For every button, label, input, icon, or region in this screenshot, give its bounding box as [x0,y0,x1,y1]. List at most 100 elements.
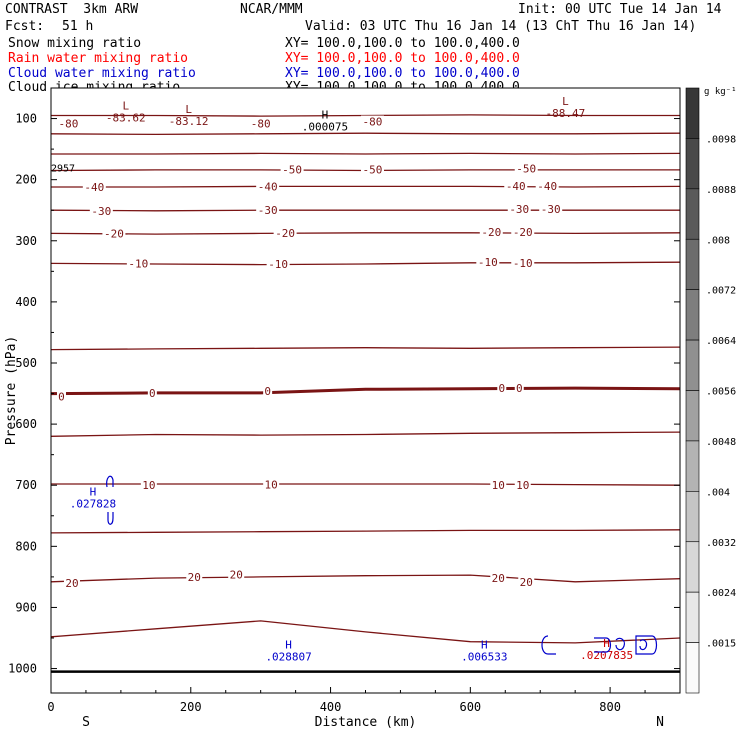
contour-label-bg [280,163,304,176]
y-tick-label: 800 [15,539,37,553]
contour-label: -30 [258,204,278,217]
init-time: Init: 00 UTC Tue 14 Jan 14 [518,2,722,17]
cloud-water-contour [639,639,648,651]
isotherm-contour [50,261,681,266]
extremum-mark: H [285,638,292,651]
field-name-cloud-water: Cloud water mixing ratio [8,66,196,81]
contour-label: 20 [492,572,505,585]
colorbar-tick-label: .008 [706,235,730,246]
contour-label: -80 [59,117,79,130]
isotherm-contour [50,431,681,437]
contour-label-bg [514,382,524,395]
y-tick-label: 100 [15,112,37,126]
y-tick-label: 1000 [8,662,37,676]
contour-label: -80 [363,116,383,129]
x-tick-label: 400 [320,700,342,714]
cloud-water-contour [635,635,658,655]
colorbar-box [685,87,700,139]
contour-label: 20 [65,577,78,590]
colorbar-box [685,188,700,240]
contour-label: -10 [268,258,288,271]
contour-label-bg [504,179,528,192]
contour-label: 10 [516,479,529,492]
contour-label-bg [518,575,535,588]
contour-label: 0 [264,385,271,398]
contour-label: -10 [513,257,533,270]
colorbar-tick-label: .0024 [706,588,736,599]
contour-label: -20 [513,226,533,239]
isotherm-contour [50,529,681,534]
contour-label-bg [266,258,290,270]
isotherm-contour [50,620,681,644]
contour-label-bg [490,572,507,585]
field-name-snow: Snow mixing ratio [8,36,142,51]
colorbar-box [685,491,700,543]
contour-label-bg [89,204,113,217]
x-axis-title: Distance (km) [315,715,417,730]
contour-label: 10 [142,479,155,492]
contour-label: -40 [537,180,557,193]
colorbar-box [685,238,700,290]
extremum-value: -88.47 [546,107,586,120]
contour-label: 0 [149,387,156,400]
colorbar-tick-label: .0064 [706,336,736,347]
contour-label: 20 [520,576,533,589]
y-tick-label: 200 [15,173,37,187]
colorbar-unit: g kg⁻¹ [704,87,737,97]
forecast-label: Fcst: [5,19,45,34]
extremum-value: .006533 [461,650,507,663]
x-end-label: N [656,715,664,730]
contour-label: -20 [481,226,501,239]
contour-label-bg [147,386,157,399]
extremum-value: -83.12 [169,115,209,128]
x-tick-label: 0 [47,700,54,714]
colorbar-tick-label: .0088 [706,185,736,196]
isotherm-contour [51,185,681,188]
contour-label: -30 [509,203,529,216]
contour-label: 0 [516,382,523,395]
valid-time: Valid: 03 UTC Thu 16 Jan 14 (13 ChT Thu … [305,19,697,34]
cloud-water-contour [107,512,114,525]
colorbar-box [685,642,700,694]
contour-label: -50 [282,163,302,176]
x-tick-label: 200 [180,700,202,714]
contour-label-bg [497,382,507,395]
contour-label: -30 [541,203,561,216]
contour-label-bg [535,179,559,192]
colorbar-tick-label: .0072 [706,286,736,297]
contour-label: -20 [275,227,295,240]
contour-label: -50 [516,163,536,176]
y-tick-label: 900 [15,600,37,614]
field-name-rain: Rain water mixing ratio [8,51,189,66]
extremum-mark: H [322,109,329,122]
contour-label: 20 [230,568,243,581]
colorbar-box [685,591,700,643]
contour-label: 0 [498,382,505,395]
contour-label-bg [360,115,384,128]
isotherm-contour [50,132,681,136]
contour-label-bg [126,257,150,270]
contour-label-bg [263,478,280,491]
colorbar-tick-label: .0015 [706,639,736,650]
contour-label: -40 [84,181,104,194]
contour-label-bg [539,203,563,215]
contour-label-bg [56,117,80,130]
colorbar-tick-label: .0048 [706,437,736,448]
extremum-mark: L [122,99,129,112]
contour-label-bg [511,226,535,239]
y-tick-label: 400 [15,295,37,309]
contour-label-bg [228,568,245,581]
extremum-value: .027828 [70,498,116,511]
colorbar-tick-label: .0098 [706,134,736,145]
forecast-hour: 51 h [62,19,94,34]
colorbar-box [685,289,700,341]
contour-label-bg [249,117,273,130]
y-tick-label: 600 [15,417,37,431]
contour-label-bg [256,204,280,217]
contour-label-bg [82,181,106,193]
contour-label: -10 [128,257,148,270]
contour-label: -10 [478,256,498,269]
field-xy-cloud-water: XY= 100.0,100.0 to 100.0,400.0 [285,66,520,81]
extremum-value: .028807 [265,650,311,663]
contour-label-bg [256,180,280,193]
